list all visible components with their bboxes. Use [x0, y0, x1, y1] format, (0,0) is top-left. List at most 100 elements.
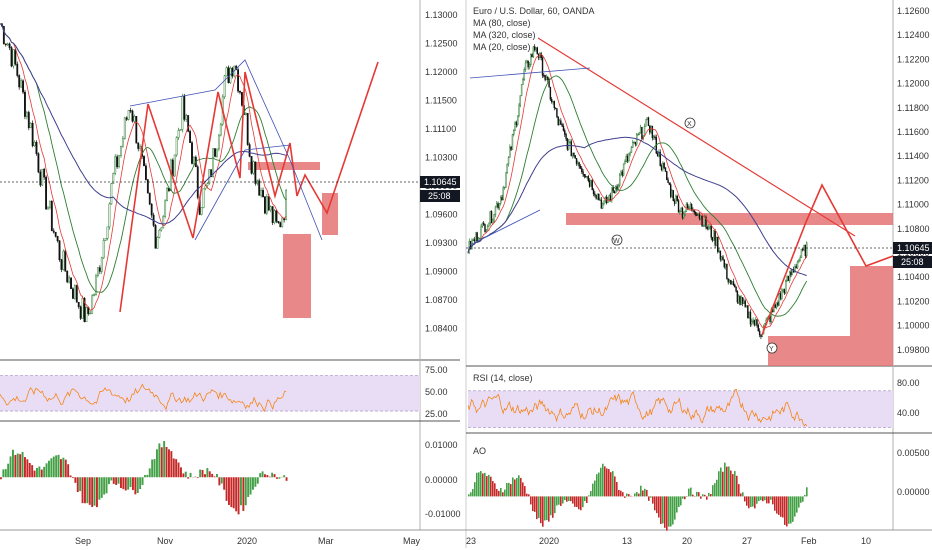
- ao-bar: [69, 475, 72, 478]
- candle-body: [139, 146, 142, 149]
- candle-body: [173, 154, 176, 177]
- ao-bar: [110, 477, 113, 481]
- ao-bar: [91, 477, 94, 507]
- candle-body: [472, 239, 474, 241]
- channel-bottom: [469, 209, 541, 246]
- candle-body: [643, 126, 646, 137]
- candle-body: [663, 163, 665, 168]
- left-price-tick: 1.12000: [425, 67, 458, 77]
- candle-body: [4, 43, 7, 46]
- ao-bar: [608, 469, 610, 497]
- ao-bar: [734, 471, 736, 497]
- ao-bar: [614, 476, 616, 497]
- ao-bar: [216, 474, 218, 478]
- candle-body: [482, 222, 485, 225]
- candle-body: [181, 96, 184, 130]
- ao-bar: [21, 451, 24, 478]
- ao-bar: [19, 454, 22, 478]
- ao-bar: [256, 477, 259, 484]
- ao-bar: [120, 477, 122, 489]
- candle-body: [96, 267, 99, 276]
- ao-bar: [86, 477, 89, 504]
- candle-body: [499, 197, 502, 204]
- candle-body: [25, 112, 28, 117]
- svg-text:X: X: [687, 121, 692, 128]
- left-price-tick: 1.13000: [425, 10, 458, 20]
- candle-body: [715, 236, 718, 246]
- candle-body: [654, 136, 656, 138]
- ao-bar: [115, 477, 118, 485]
- candle-body: [787, 275, 790, 281]
- candle-body: [603, 200, 605, 204]
- candle-body: [179, 129, 182, 131]
- ao-bar: [590, 491, 592, 497]
- ao-bar: [244, 477, 247, 506]
- ao-bar: [728, 466, 730, 497]
- left-price-tick: 1.08400: [425, 324, 458, 334]
- candle-body: [584, 176, 587, 178]
- ao-bar: [81, 477, 84, 504]
- candle-body: [47, 207, 49, 210]
- candle-body: [612, 187, 614, 192]
- ao-bar: [9, 456, 12, 478]
- ao-bar: [780, 496, 782, 517]
- ao-bar: [175, 459, 178, 478]
- axis-labels: 1.13000 1.12500 1.12000 1.11500 1.11100 1.103…: [75, 6, 930, 546]
- ao-bar: [512, 477, 514, 497]
- left-price-tick: 1.09000: [425, 267, 458, 277]
- candle-body: [731, 281, 733, 285]
- ao-bar: [676, 496, 678, 513]
- ao-bar: [254, 477, 257, 487]
- ao-bar: [662, 496, 664, 524]
- ao-bar: [480, 471, 482, 497]
- ao-bar: [50, 458, 53, 478]
- ao-bar: [792, 496, 794, 522]
- ao-bar: [636, 492, 638, 497]
- candle-body: [541, 57, 544, 76]
- candle-body: [728, 279, 731, 283]
- ao-bar: [148, 468, 151, 478]
- ao-bar: [568, 496, 570, 502]
- ao-bar: [612, 471, 614, 497]
- ao-bar: [474, 482, 476, 497]
- candle-body: [285, 190, 288, 220]
- candle-body: [250, 156, 253, 174]
- ao-bar: [79, 477, 82, 492]
- candle-body: [108, 203, 111, 228]
- ao-bar: [714, 483, 716, 497]
- ao-bar: [782, 496, 784, 518]
- ao-bar: [494, 483, 496, 497]
- candle-body: [620, 171, 622, 176]
- candle-body: [753, 319, 756, 326]
- ao-bar: [76, 477, 79, 493]
- candle-body: [527, 60, 529, 68]
- ao-bar: [672, 496, 674, 525]
- candle-body: [511, 134, 514, 150]
- candle-body: [100, 257, 103, 272]
- ao-bar: [486, 476, 488, 497]
- ao-bar: [740, 493, 742, 497]
- candle-body: [723, 259, 726, 268]
- ao-bar: [163, 441, 166, 478]
- target-zone-upper: [850, 266, 893, 336]
- candle-body: [110, 183, 113, 205]
- ao-bar: [596, 474, 598, 497]
- candle-body: [675, 195, 677, 204]
- candle-body: [601, 203, 604, 209]
- candle-body: [748, 311, 750, 319]
- candle-body: [93, 294, 96, 296]
- candle-body: [741, 297, 744, 304]
- left-price-tag: 1.10645 25:08: [0, 176, 460, 202]
- candle-body: [281, 217, 284, 228]
- right-price-tick: 1.12000: [897, 79, 930, 89]
- candle-body: [795, 266, 797, 269]
- candle-body: [757, 325, 760, 332]
- candle-body: [683, 213, 685, 218]
- candle-body: [29, 123, 32, 129]
- candle-body: [689, 204, 692, 209]
- candle-body: [714, 230, 716, 246]
- candle-body: [633, 142, 635, 144]
- ao-bar: [153, 459, 156, 478]
- candle-body: [625, 156, 627, 162]
- candle-body: [799, 257, 801, 261]
